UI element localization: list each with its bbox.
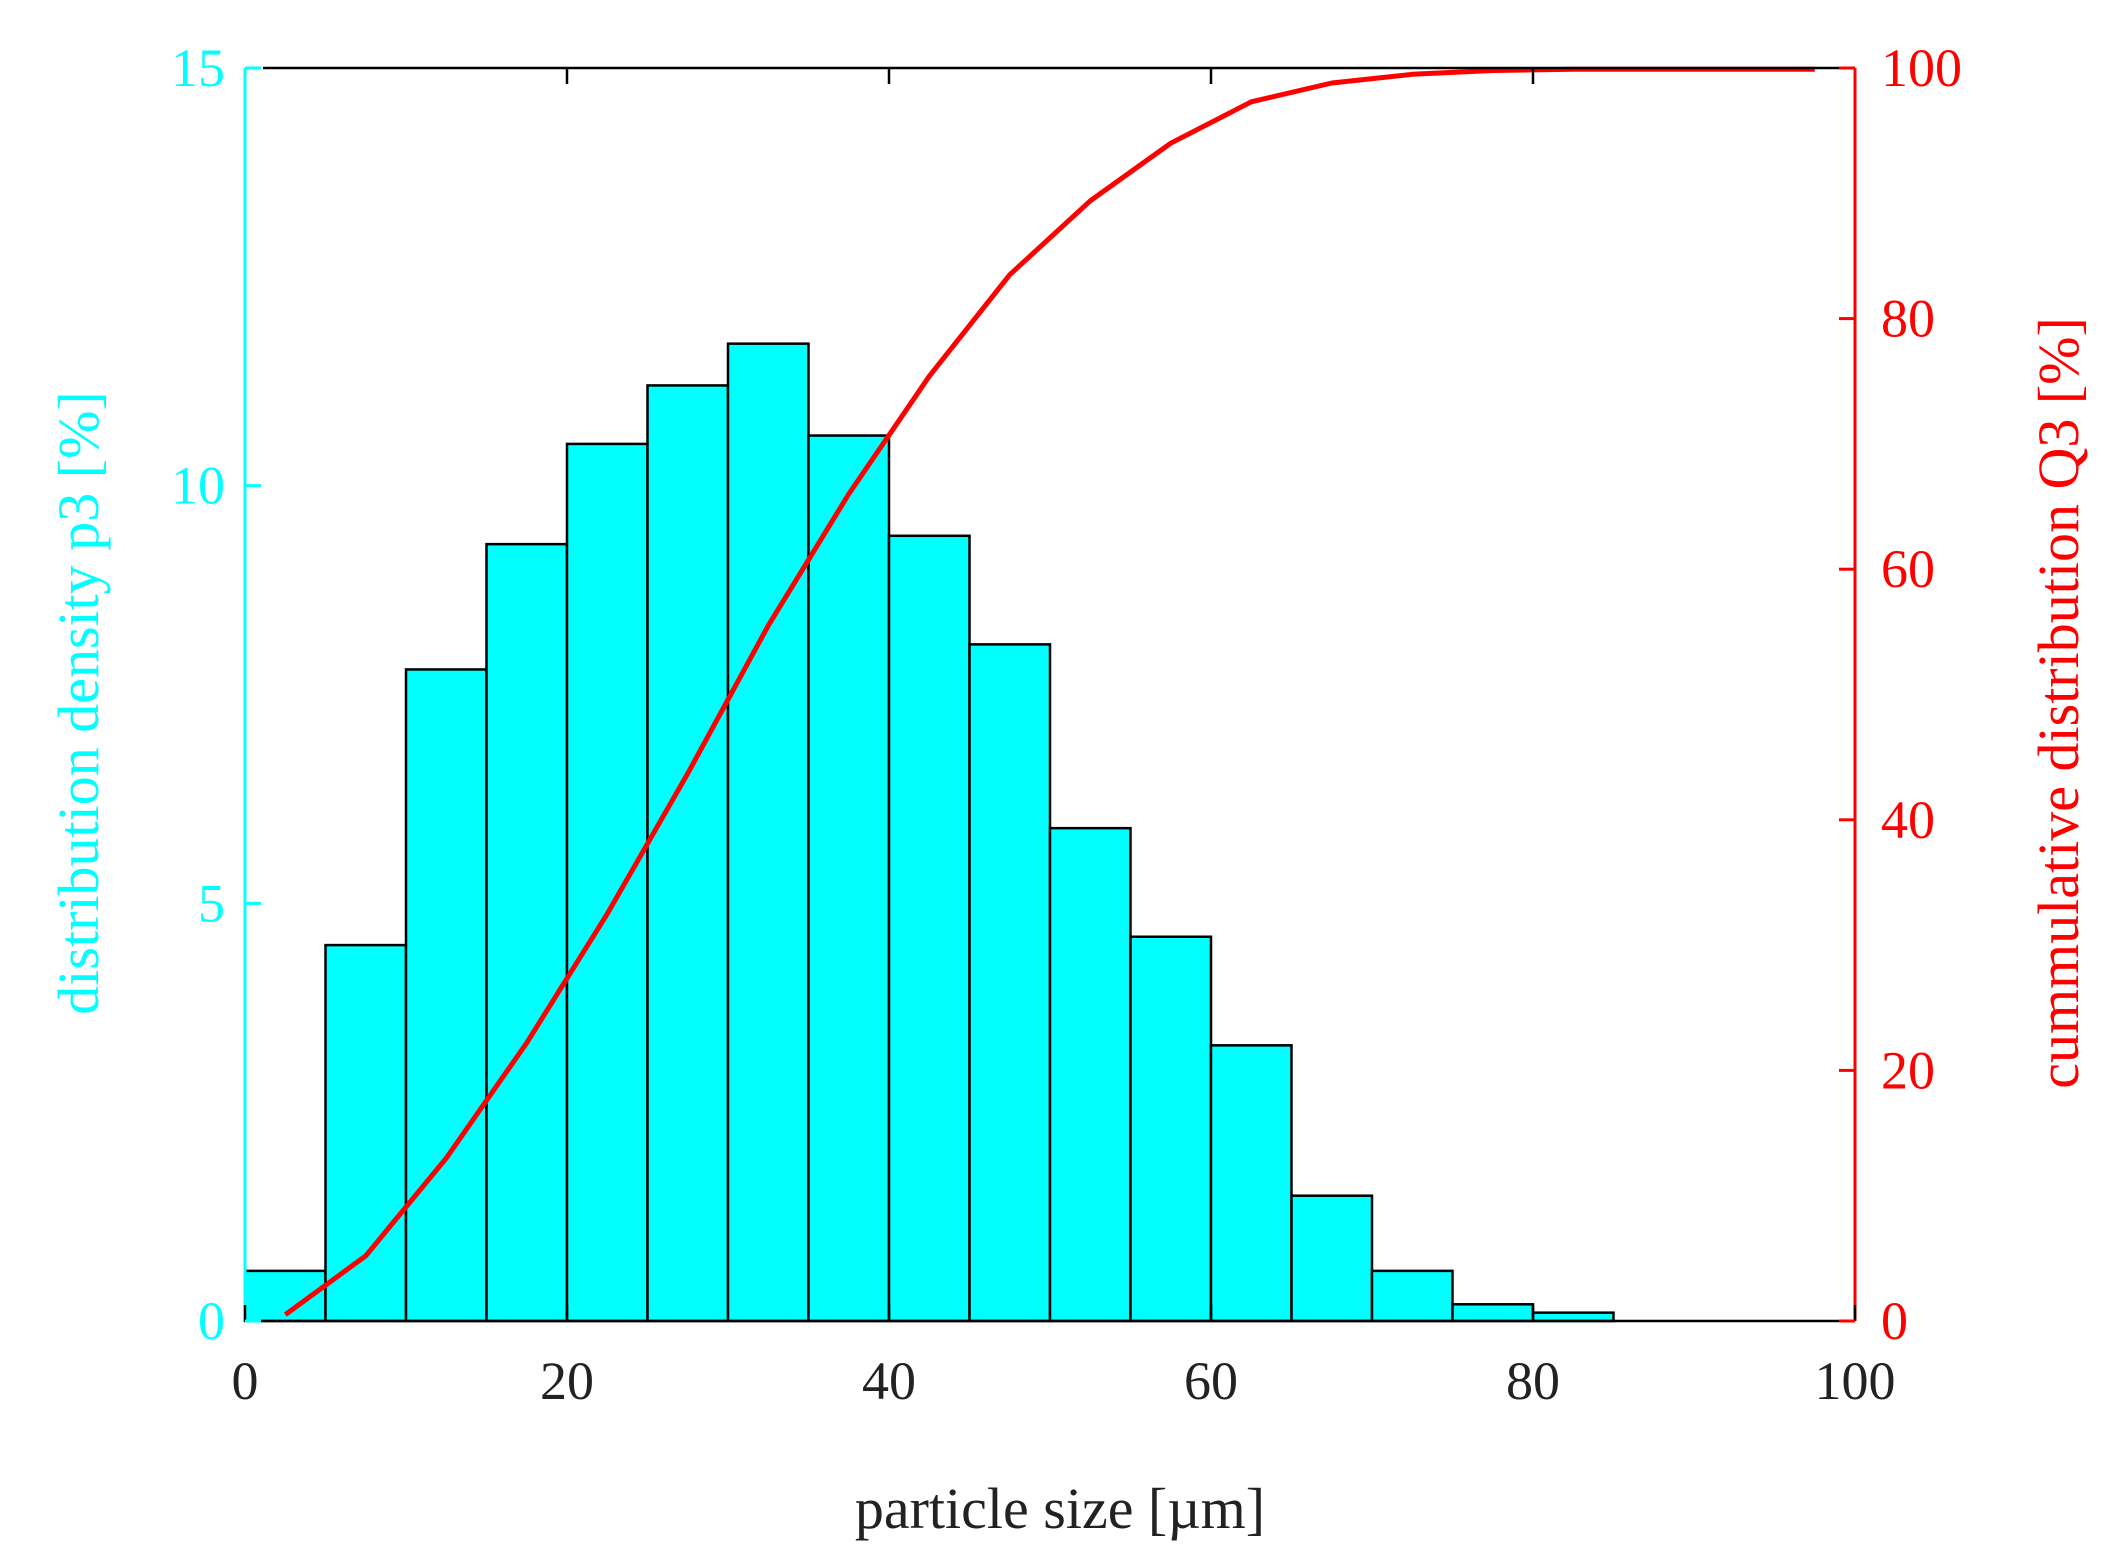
x-tick-label: 80 — [1506, 1351, 1560, 1411]
histogram-bar — [1129, 935, 1213, 1323]
y-right-tick-label: 100 — [1881, 38, 1962, 98]
histogram-bar — [324, 943, 408, 1323]
histogram-bar — [807, 434, 891, 1323]
y-left-tick-label: 5 — [198, 873, 225, 933]
x-axis-title: particle size [µm] — [855, 1476, 1265, 1541]
histogram-bar — [646, 384, 730, 1323]
y-left-tick-label: 10 — [171, 456, 225, 516]
axes — [243, 66, 1857, 1323]
histogram-bar — [1209, 1044, 1293, 1323]
histogram-bar — [1290, 1194, 1374, 1323]
x-tick-label: 0 — [232, 1351, 259, 1411]
y-right-tick-label: 0 — [1881, 1291, 1908, 1351]
x-tick-label: 20 — [540, 1351, 594, 1411]
histogram-bar — [485, 542, 569, 1323]
y-left-axis-title: distribution density p3 [%] — [46, 391, 111, 1014]
cumulative-line — [283, 66, 1815, 1317]
histogram-bar — [968, 643, 1052, 1323]
histogram-bar — [1370, 1269, 1454, 1323]
histogram-bar — [1531, 1311, 1615, 1323]
y-right-axis-title: cummulative distribution Q3 [%] — [2026, 317, 2091, 1089]
histogram-bars — [243, 342, 1615, 1323]
y-left-tick-label: 15 — [171, 38, 225, 98]
cumulative-line-layer — [283, 66, 1815, 1317]
histogram-bar — [404, 668, 488, 1323]
x-tick-label: 60 — [1184, 1351, 1238, 1411]
y-right-tick-label: 20 — [1881, 1040, 1935, 1100]
y-right-tick-label: 40 — [1881, 790, 1935, 850]
y-right-tick-label: 80 — [1881, 289, 1935, 349]
x-tick-label: 100 — [1815, 1351, 1896, 1411]
y-right-tick-label: 60 — [1881, 539, 1935, 599]
histogram-bar — [565, 442, 649, 1323]
histogram-bar — [1451, 1303, 1535, 1323]
histogram-bar — [1048, 826, 1132, 1323]
x-tick-label: 40 — [862, 1351, 916, 1411]
y-left-tick-label: 0 — [198, 1291, 225, 1351]
histogram-bar — [726, 342, 810, 1323]
histogram-bar — [887, 534, 971, 1323]
